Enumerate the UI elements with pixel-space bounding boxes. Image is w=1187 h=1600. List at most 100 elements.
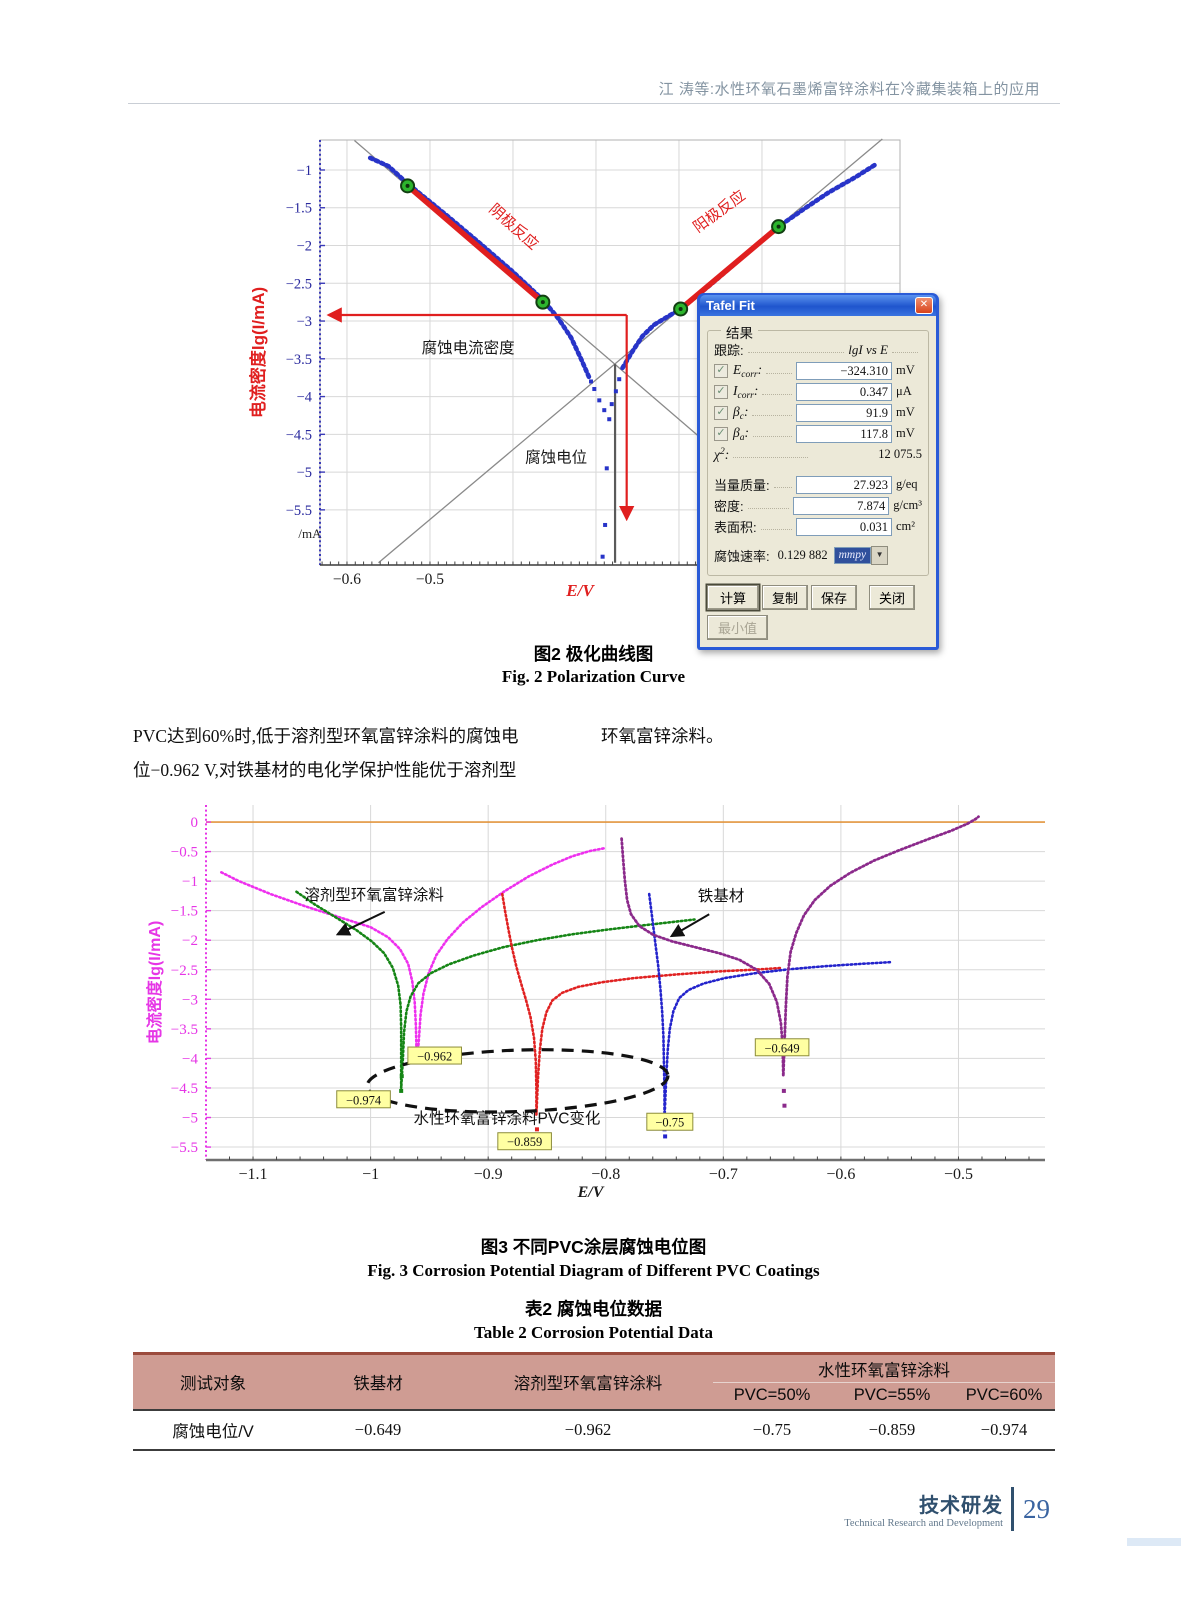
series-anodic-tafel-fit (677, 223, 782, 312)
sample-value-field[interactable]: 7.874 (793, 496, 890, 515)
close-button[interactable]: 关闭 (869, 585, 916, 610)
figure2-caption-cn: 图2 极化曲线图 (533, 644, 654, 664)
corrosion-potential-label: −0.859 (497, 1132, 552, 1151)
dotted-leader (892, 342, 918, 353)
pvc-group-ellipse (365, 1048, 670, 1114)
dotted-leader (747, 342, 845, 353)
footer-section-en: Technical Research and Development (844, 1518, 1003, 1529)
sample-row: 表面积: 0.031 cm² (714, 517, 916, 536)
svg-text:−1: −1 (297, 163, 312, 179)
tafel-row-Icorr: ✓ Icorr: 0.347 μA (714, 381, 922, 402)
chart-annotation: 铁基材 (698, 887, 745, 905)
chart-annotation: 阳极反应 (690, 186, 749, 236)
sample-value-field[interactable]: 0.031 (796, 517, 892, 536)
calculate-button[interactable]: 计算 (707, 585, 760, 610)
x-axis-label: E/V (565, 581, 595, 600)
chart-annotation: /mA (298, 526, 322, 541)
table2-title-cn: 表2 腐蚀电位数据 (524, 1299, 663, 1319)
svg-text:0: 0 (191, 815, 199, 831)
iron-label-arrow (669, 913, 710, 938)
close-icon[interactable]: ✕ (915, 297, 933, 314)
corrosion-potential-label: −0.75 (646, 1112, 694, 1131)
tafel-row-βc: ✓ βc: 91.9 mV (714, 402, 922, 423)
tafel-fit-dialog: Tafel Fit ✕ 结果 跟踪: lgI vs E ✓ Ecorr: −324.… (697, 293, 939, 650)
chi-squared-row: χ2: 12 075.5 (714, 444, 922, 465)
header-rule (128, 103, 1060, 104)
svg-text:−2.5: −2.5 (286, 276, 312, 292)
svg-text:−5.5: −5.5 (286, 503, 312, 519)
running-header: 江 涛等:水性环氧石墨烯富锌涂料在冷藏集装箱上的应用 (658, 81, 1040, 98)
tafel-fit-marker (673, 301, 689, 317)
body-text-line: 环氧富锌涂料。 (601, 726, 724, 746)
series-pvc-60 (295, 890, 696, 1090)
col-header-waterborne: 水性环氧富锌涂料 (713, 1353, 1055, 1383)
svg-text:−4.5: −4.5 (171, 1081, 198, 1097)
svg-text:−0.5: −0.5 (944, 1166, 973, 1183)
corrosion-potential-label: −0.649 (754, 1038, 810, 1057)
svg-text:−3: −3 (297, 314, 312, 330)
checkbox[interactable]: ✓ (714, 426, 728, 441)
results-group-label: 结果 (721, 322, 758, 342)
svg-text:−1: −1 (182, 874, 198, 890)
svg-text:−4.5: −4.5 (286, 427, 312, 443)
col-header-pvc55: PVC=55% (831, 1382, 953, 1410)
tafel-row-Ecorr: ✓ Ecorr: −324.310 mV (714, 360, 922, 381)
parameter-symbol: βa: (733, 424, 749, 443)
rate-value: 0.129 882 (777, 548, 828, 562)
tafel-row-βa: ✓ βa: 117.8 mV (714, 423, 922, 444)
parameter-value-field[interactable]: −324.310 (796, 361, 892, 380)
figure3-corrosion-potential-chart: −0.962 −0.974 −0.859 −0.75 −0.649 溶剂型环氧富锌涂料 铁基… (145, 805, 1045, 1201)
footer-section-cn: 技术研发 (919, 1495, 1003, 1517)
chart-annotation: 腐蚀电位 (525, 448, 587, 466)
sample-value-field[interactable]: 27.923 (796, 475, 892, 494)
table2-title-en: Table 2 Corrosion Potential Data (474, 1323, 713, 1342)
svg-text:−0.5: −0.5 (416, 571, 444, 588)
results-groupbox: 结果 跟踪: lgI vs E ✓ Ecorr: −324.310 mV ✓ Icorr:… (707, 322, 929, 576)
y-axis-label: 电流密度lg(I/mA) (248, 287, 268, 418)
dialog-title: Tafel Fit (706, 298, 755, 313)
svg-text:−0.5: −0.5 (171, 845, 198, 861)
footer-divider (1011, 1487, 1014, 1531)
svg-text:−5.5: −5.5 (171, 1140, 198, 1156)
track-label: 跟踪: (714, 343, 744, 358)
chevron-down-icon[interactable]: ▼ (871, 546, 889, 565)
chart-annotation: 溶剂型环氧富锌涂料 (304, 886, 444, 904)
chi-squared-value: 12 075.5 (878, 447, 922, 461)
col-header-iron: 铁基材 (293, 1353, 463, 1410)
tafel-parameter-rows: ✓ Ecorr: −324.310 mV ✓ Icorr: 0.347 μA ✓ βc: 91.9 m… (714, 360, 922, 444)
parameter-value-field[interactable]: 0.347 (796, 382, 892, 401)
col-header-pvc60: PVC=60% (953, 1382, 1055, 1410)
checkbox[interactable]: ✓ (714, 405, 728, 420)
svg-text:−1.5: −1.5 (286, 201, 312, 217)
svg-text:−0.9: −0.9 (474, 1166, 503, 1183)
figure3-caption-cn: 图3 不同PVC涂层腐蚀电位图 (480, 1237, 707, 1257)
series-pvc-55 (500, 892, 783, 1116)
rate-label: 腐蚀速率: (714, 549, 770, 564)
value-solvent: −0.962 (463, 1408, 713, 1450)
scatter-minimum-scatter (588, 377, 622, 559)
svg-text:−0.859: −0.859 (507, 1135, 542, 1149)
parameter-value-field[interactable]: 91.9 (796, 403, 892, 422)
dialog-titlebar[interactable]: Tafel Fit ✕ (700, 295, 936, 316)
series-iron-substrate (620, 815, 980, 1078)
checkbox[interactable]: ✓ (714, 363, 728, 378)
solvent-label-arrow (335, 910, 386, 936)
minimum-button[interactable]: 最小值 (707, 615, 769, 640)
save-button[interactable]: 保存 (811, 585, 858, 610)
copy-button[interactable]: 复制 (762, 585, 809, 610)
dialog-buttons: 计算 复制 保存 关闭 (707, 585, 929, 610)
series-pvc-50 (647, 892, 893, 1121)
rate-unit-select[interactable]: mmpy (833, 547, 872, 564)
parameter-symbol: βc: (733, 403, 749, 422)
dialog-body: 结果 跟踪: lgI vs E ✓ Ecorr: −324.310 mV ✓ Icorr:… (700, 316, 936, 647)
value-pvc50: −0.75 (713, 1408, 831, 1450)
parameter-value-field[interactable]: 117.8 (796, 424, 892, 443)
tafel-fit-marker (400, 178, 416, 194)
svg-text:−0.8: −0.8 (591, 1166, 620, 1183)
value-pvc60: −0.974 (953, 1408, 1055, 1450)
svg-text:−2: −2 (297, 239, 312, 255)
track-row: 跟踪: lgI vs E (714, 339, 922, 360)
parameter-symbol: Icorr: (733, 382, 759, 401)
checkbox[interactable]: ✓ (714, 384, 728, 399)
